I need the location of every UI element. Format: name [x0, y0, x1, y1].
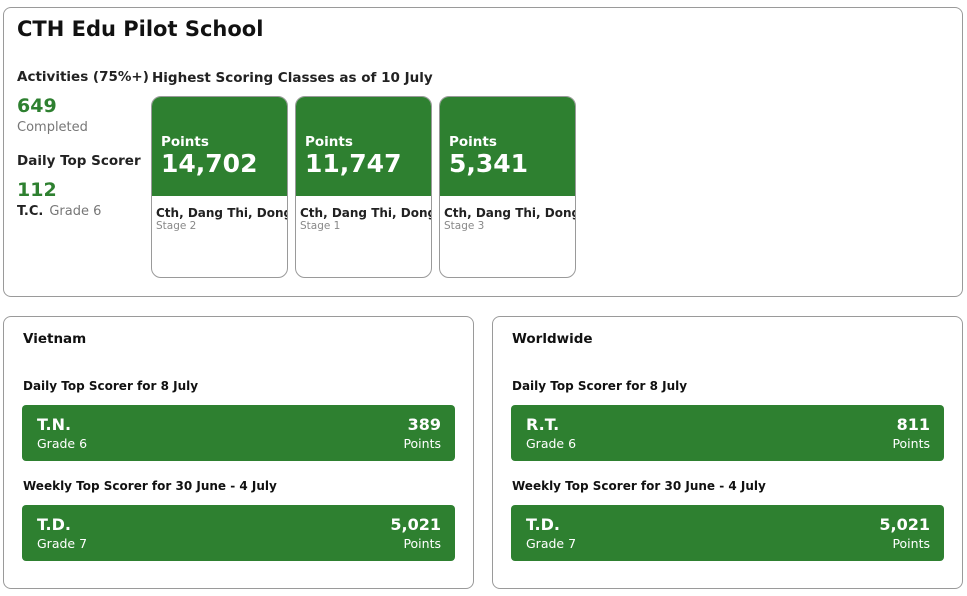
- region-title: Worldwide: [512, 331, 593, 347]
- class-stage: Stage 2: [156, 220, 197, 232]
- class-stage: Stage 1: [300, 220, 341, 232]
- weekly-top-scorer-bar[interactable]: T.D. Grade 7 5,021 Points: [511, 505, 944, 561]
- class-card-header: Points 14,702: [152, 97, 287, 196]
- highest-scoring-classes-title: Highest Scoring Classes as of 10 July: [152, 70, 433, 86]
- vietnam-panel: Vietnam Daily Top Scorer for 8 July T.N.…: [3, 316, 474, 589]
- scorer-points: 389: [407, 415, 441, 434]
- scorer-grade: Grade 6: [526, 436, 577, 451]
- scorer-name: T.N.: [37, 415, 72, 434]
- class-name: Cth, Dang Thi, Dong: [156, 206, 288, 220]
- class-points-label: Points: [161, 134, 209, 150]
- scorer-name: T.D.: [37, 515, 71, 534]
- scorer-points: 811: [896, 415, 930, 434]
- region-title: Vietnam: [23, 331, 87, 347]
- scorer-grade: Grade 7: [526, 536, 577, 551]
- class-stage: Stage 3: [444, 220, 485, 232]
- daily-top-scorer-value: 112: [17, 179, 57, 201]
- class-points-value: 14,702: [161, 149, 258, 178]
- class-name: Cth, Dang Thi, Dong: [444, 206, 576, 220]
- class-card[interactable]: Points 5,341 Cth, Dang Thi, Dong Stage 3: [439, 96, 576, 278]
- class-points-value: 5,341: [449, 149, 529, 178]
- weekly-top-scorer-bar[interactable]: T.D. Grade 7 5,021 Points: [22, 505, 455, 561]
- weekly-top-scorer-title: Weekly Top Scorer for 30 June - 4 July: [23, 479, 277, 493]
- class-name: Cth, Dang Thi, Dong: [300, 206, 432, 220]
- scorer-points-unit: Points: [403, 536, 441, 551]
- class-points-value: 11,747: [305, 149, 402, 178]
- scorer-points-unit: Points: [892, 536, 930, 551]
- activities-label: Activities (75%+): [17, 69, 149, 85]
- activities-value: 649: [17, 95, 57, 117]
- worldwide-panel: Worldwide Daily Top Scorer for 8 July R.…: [492, 316, 963, 589]
- daily-top-scorer-title: Daily Top Scorer for 8 July: [512, 379, 688, 393]
- scorer-points-unit: Points: [892, 436, 930, 451]
- activities-sub: Completed: [17, 120, 88, 135]
- scorer-points: 5,021: [390, 515, 441, 534]
- scorer-points-unit: Points: [403, 436, 441, 451]
- daily-top-scorer-bar[interactable]: T.N. Grade 6 389 Points: [22, 405, 455, 461]
- scorer-points: 5,021: [879, 515, 930, 534]
- scorer-grade: Grade 6: [37, 436, 88, 451]
- scorer-name: R.T.: [526, 415, 560, 434]
- scorer-grade: Grade 7: [37, 536, 88, 551]
- class-card-header: Points 5,341: [440, 97, 575, 196]
- daily-top-scorer-bar[interactable]: R.T. Grade 6 811 Points: [511, 405, 944, 461]
- school-summary-panel: CTH Edu Pilot School Activities (75%+) 6…: [3, 7, 963, 297]
- daily-top-scorer-label: Daily Top Scorer: [17, 153, 141, 169]
- daily-top-scorer-title: Daily Top Scorer for 8 July: [23, 379, 199, 393]
- weekly-top-scorer-title: Weekly Top Scorer for 30 June - 4 July: [512, 479, 766, 493]
- class-card-header: Points 11,747: [296, 97, 431, 196]
- class-card[interactable]: Points 14,702 Cth, Dang Thi, Dong Stage …: [151, 96, 288, 278]
- daily-top-scorer-grade: Grade 6: [49, 204, 102, 219]
- school-name: CTH Edu Pilot School: [17, 17, 264, 41]
- class-card[interactable]: Points 11,747 Cth, Dang Thi, Dong Stage …: [295, 96, 432, 278]
- daily-top-scorer-details: T.C. Grade 6: [17, 204, 101, 219]
- class-points-label: Points: [449, 134, 497, 150]
- daily-top-scorer-initials: T.C.: [17, 204, 44, 219]
- scorer-name: T.D.: [526, 515, 560, 534]
- class-points-label: Points: [305, 134, 353, 150]
